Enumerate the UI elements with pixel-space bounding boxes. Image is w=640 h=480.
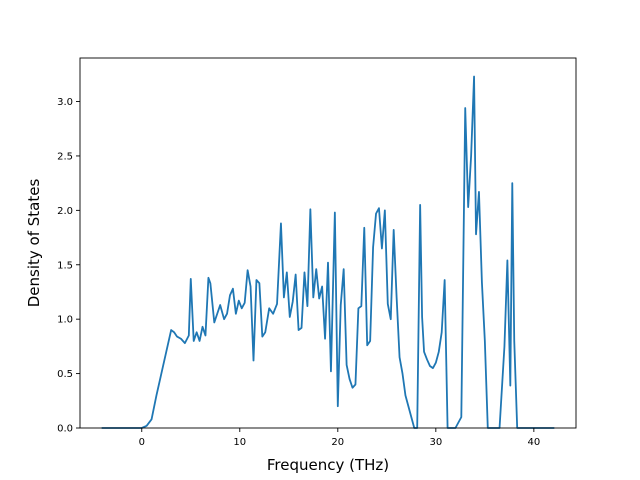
x-tick-label: 0 [139, 437, 145, 448]
x-tick-label: 10 [233, 437, 246, 448]
y-tick-label: 0.5 [57, 369, 73, 380]
x-axis-ticks: 0 10 20 30 40 [139, 428, 540, 448]
y-tick-label: 3.0 [57, 97, 73, 108]
x-tick-label: 20 [331, 437, 344, 448]
y-tick-label: 2.0 [57, 206, 73, 217]
y-axis-ticks: 0.0 0.5 1.0 1.5 2.0 2.5 3.0 [57, 97, 80, 435]
y-tick-label: 1.5 [57, 260, 73, 271]
x-tick-label: 30 [429, 437, 442, 448]
y-axis-label: Density of States [25, 179, 43, 308]
plot-background [80, 58, 576, 428]
plot-frame [79, 57, 577, 429]
x-tick-label: 40 [527, 437, 540, 448]
dos-series-line [101, 75, 555, 429]
x-axis-label: Frequency (THz) [267, 456, 389, 474]
y-tick-label: 2.5 [57, 151, 73, 162]
y-tick-label: 0.0 [57, 424, 73, 435]
y-tick-label: 1.0 [57, 315, 73, 326]
